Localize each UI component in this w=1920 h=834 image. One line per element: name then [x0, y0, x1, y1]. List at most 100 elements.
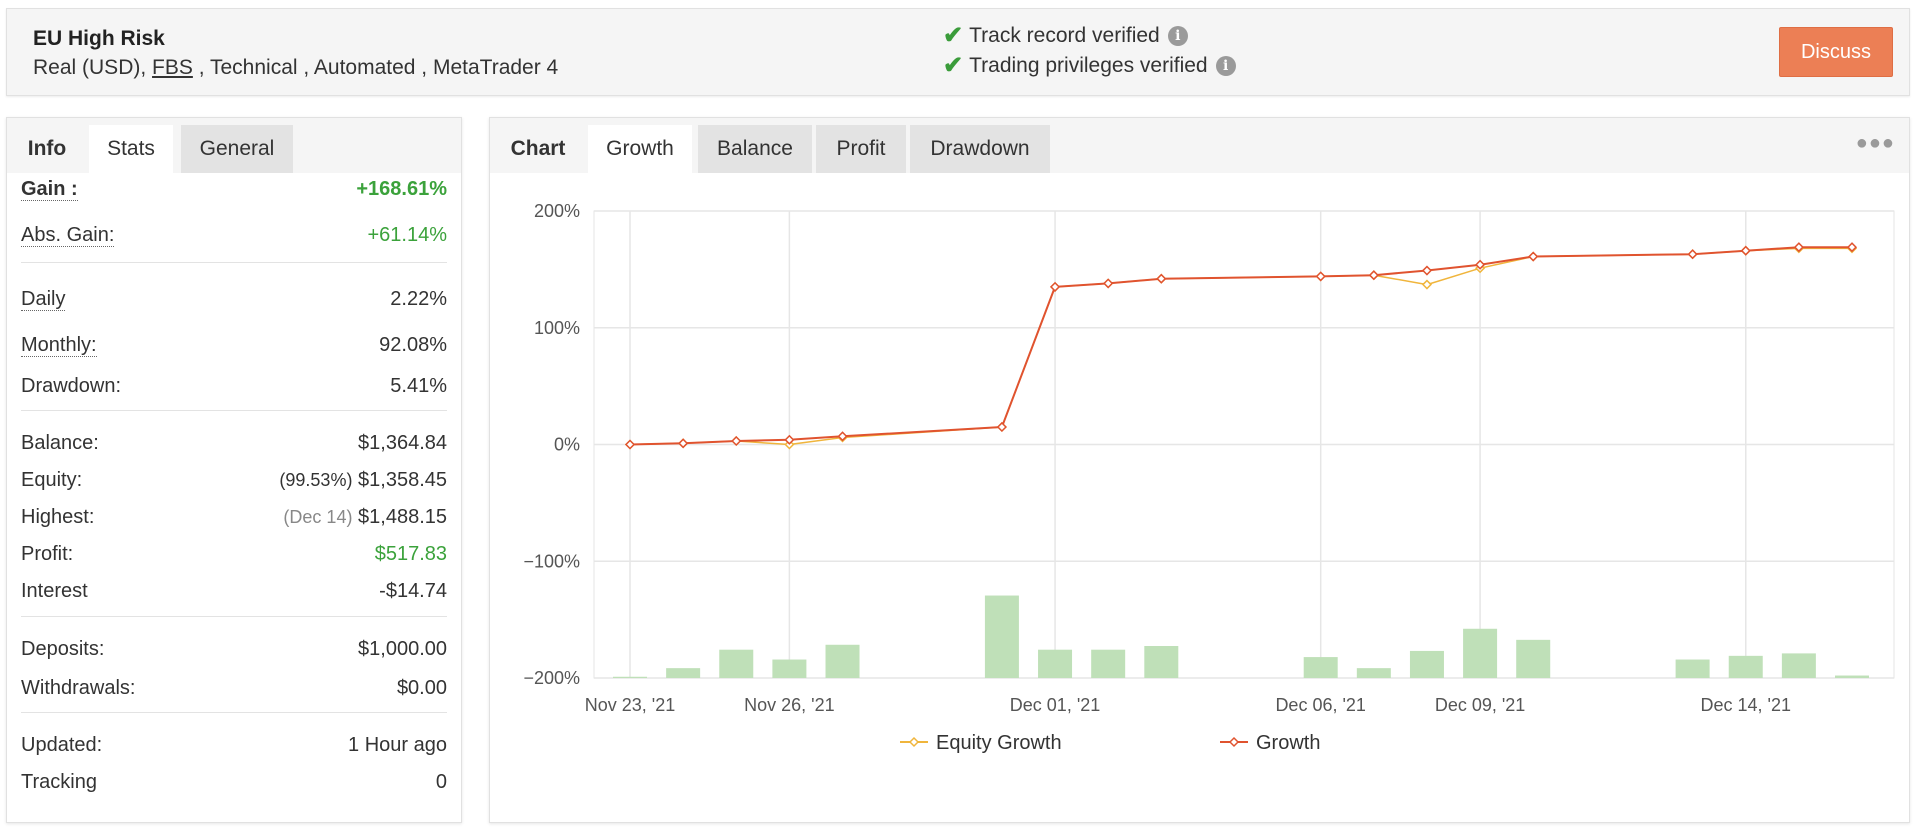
volume-bar — [1091, 649, 1126, 678]
stat-daily: Daily 2.22% — [21, 284, 447, 314]
info-icon[interactable]: i — [1215, 55, 1236, 76]
stat-abs-gain: Abs. Gain: +61.14% — [21, 220, 447, 250]
chart-tabs: Chart Growth Balance Profit Drawdown ●●● — [490, 118, 1909, 173]
legend-marker — [908, 736, 920, 748]
volume-bar — [1144, 646, 1179, 678]
volume-bar — [1728, 655, 1763, 678]
stat-value: 0 — [435, 770, 447, 793]
stat-label[interactable]: Gain : — [21, 177, 78, 201]
data-point — [996, 421, 1007, 433]
stat-value-group: (99.53%) $1,358.45 — [279, 469, 447, 492]
stat-label: Updated: — [21, 733, 103, 756]
data-point — [1421, 265, 1433, 276]
divider — [21, 262, 447, 263]
highest-date: (Dec 14) — [283, 506, 353, 527]
chart-panel: Chart Growth Balance Profit Drawdown ●●●… — [489, 117, 1910, 823]
verification-trading-privileges: ✔ Trading privileges verified i — [943, 51, 1236, 80]
data-point — [1528, 251, 1539, 262]
stat-drawdown: Drawdown: 5.41% — [21, 371, 447, 401]
legend-marker — [1228, 736, 1240, 748]
data-point — [1846, 242, 1858, 253]
series-line — [629, 246, 1852, 446]
check-icon: ✔ — [943, 52, 964, 79]
stat-label[interactable]: Abs. Gain: — [21, 223, 115, 247]
stat-label[interactable]: Daily — [21, 287, 66, 311]
volume-bar — [666, 668, 701, 678]
info-icon[interactable]: i — [1167, 25, 1188, 46]
tab-growth[interactable]: Growth — [588, 125, 692, 173]
tab-balance[interactable]: Balance — [698, 125, 812, 173]
account-type: Real (USD), — [33, 56, 153, 79]
stat-value: 5.41% — [390, 374, 447, 397]
growth-chart: 200% 100% 0% −100% −200%Nov 23, '21 Nov 26, '… — [523, 201, 1895, 754]
tab-drawdown[interactable]: Drawdown — [910, 125, 1050, 173]
verification-label: Trading privileges verified — [969, 53, 1208, 77]
volume-bar — [1356, 668, 1391, 678]
tab-stats[interactable]: Stats — [89, 125, 173, 173]
stat-highest: Highest: (Dec 14) $1,488.15 — [21, 502, 447, 532]
stat-value: +61.14% — [367, 223, 447, 246]
stat-deposits: Deposits: $1,000.00 — [21, 634, 447, 664]
x-tick-label: Nov 26, '21 — [744, 695, 835, 715]
stat-gain: Gain : +168.61% — [21, 174, 447, 204]
data-point — [1315, 271, 1326, 282]
verification-track-record: ✔ Track record verified i — [943, 21, 1188, 50]
stat-value: $0.00 — [396, 676, 447, 699]
stat-label[interactable]: Monthly: — [21, 333, 97, 357]
tab-profit[interactable]: Profit — [816, 125, 906, 173]
stat-label: Tracking — [21, 770, 97, 793]
check-icon: ✔ — [943, 22, 964, 49]
y-tick-label: −200% — [523, 668, 580, 688]
stat-interest: Interest -$14.74 — [21, 576, 447, 606]
tab-general[interactable]: General — [181, 125, 293, 173]
volume-bar — [1463, 628, 1498, 678]
volume-bar — [613, 676, 647, 678]
system-tags-rest: , Technical , Automated , MetaTrader 4 — [192, 56, 559, 79]
volume-bar — [1781, 653, 1816, 678]
verification-label: Track record verified — [969, 23, 1160, 47]
stat-label: Equity: — [21, 468, 83, 491]
stat-value-group: (Dec 14) $1,488.15 — [283, 506, 447, 529]
y-tick-label: 0% — [554, 435, 580, 455]
volume-bar — [719, 649, 754, 678]
data-point — [1049, 281, 1061, 292]
stat-label: Withdrawals: — [21, 676, 136, 699]
legend-label: Growth — [1256, 732, 1320, 754]
stat-balance: Balance: $1,364.84 — [21, 428, 447, 458]
data-point — [678, 438, 689, 449]
volume-bar — [1835, 675, 1869, 678]
y-tick-label: 100% — [534, 318, 580, 338]
stat-label: Balance: — [21, 431, 99, 454]
volume-bar — [1675, 659, 1710, 678]
stat-value: 92.08% — [379, 333, 447, 356]
x-tick-label: Dec 01, '21 — [1010, 695, 1101, 715]
discuss-button[interactable]: Discuss — [1779, 27, 1893, 77]
data-point — [1740, 245, 1751, 256]
divider — [21, 410, 447, 411]
more-options-icon[interactable]: ●●● — [1855, 132, 1895, 154]
data-point — [1475, 259, 1486, 270]
stat-label: Deposits: — [21, 637, 105, 660]
data-point — [1793, 242, 1804, 253]
stat-label: Drawdown: — [21, 374, 122, 397]
volume-bar — [1303, 657, 1338, 678]
stat-tracking: Tracking 0 — [21, 767, 447, 797]
system-header: EU High Risk Real (USD), FBS , Technical… — [6, 8, 1910, 96]
tab-info[interactable]: Info — [27, 137, 67, 160]
stat-label: Highest: — [21, 505, 95, 528]
data-point — [1103, 278, 1114, 289]
x-tick-label: Dec 06, '21 — [1275, 695, 1366, 715]
x-tick-label: Nov 23, '21 — [585, 695, 676, 715]
legend-label: Equity Growth — [936, 732, 1062, 754]
stat-value: $1,488.15 — [358, 505, 447, 528]
stat-value: $1,000.00 — [358, 637, 447, 660]
data-point — [1368, 270, 1379, 281]
stat-equity: Equity: (99.53%) $1,358.45 — [21, 465, 447, 495]
stat-updated: Updated: 1 Hour ago — [21, 730, 447, 760]
stat-withdrawals: Withdrawals: $0.00 — [21, 673, 447, 703]
volume-bar — [984, 595, 1019, 678]
stat-value: $1,364.84 — [358, 431, 447, 454]
divider — [21, 616, 447, 617]
stat-value: $517.83 — [374, 542, 447, 565]
broker-link[interactable]: FBS — [152, 56, 193, 79]
